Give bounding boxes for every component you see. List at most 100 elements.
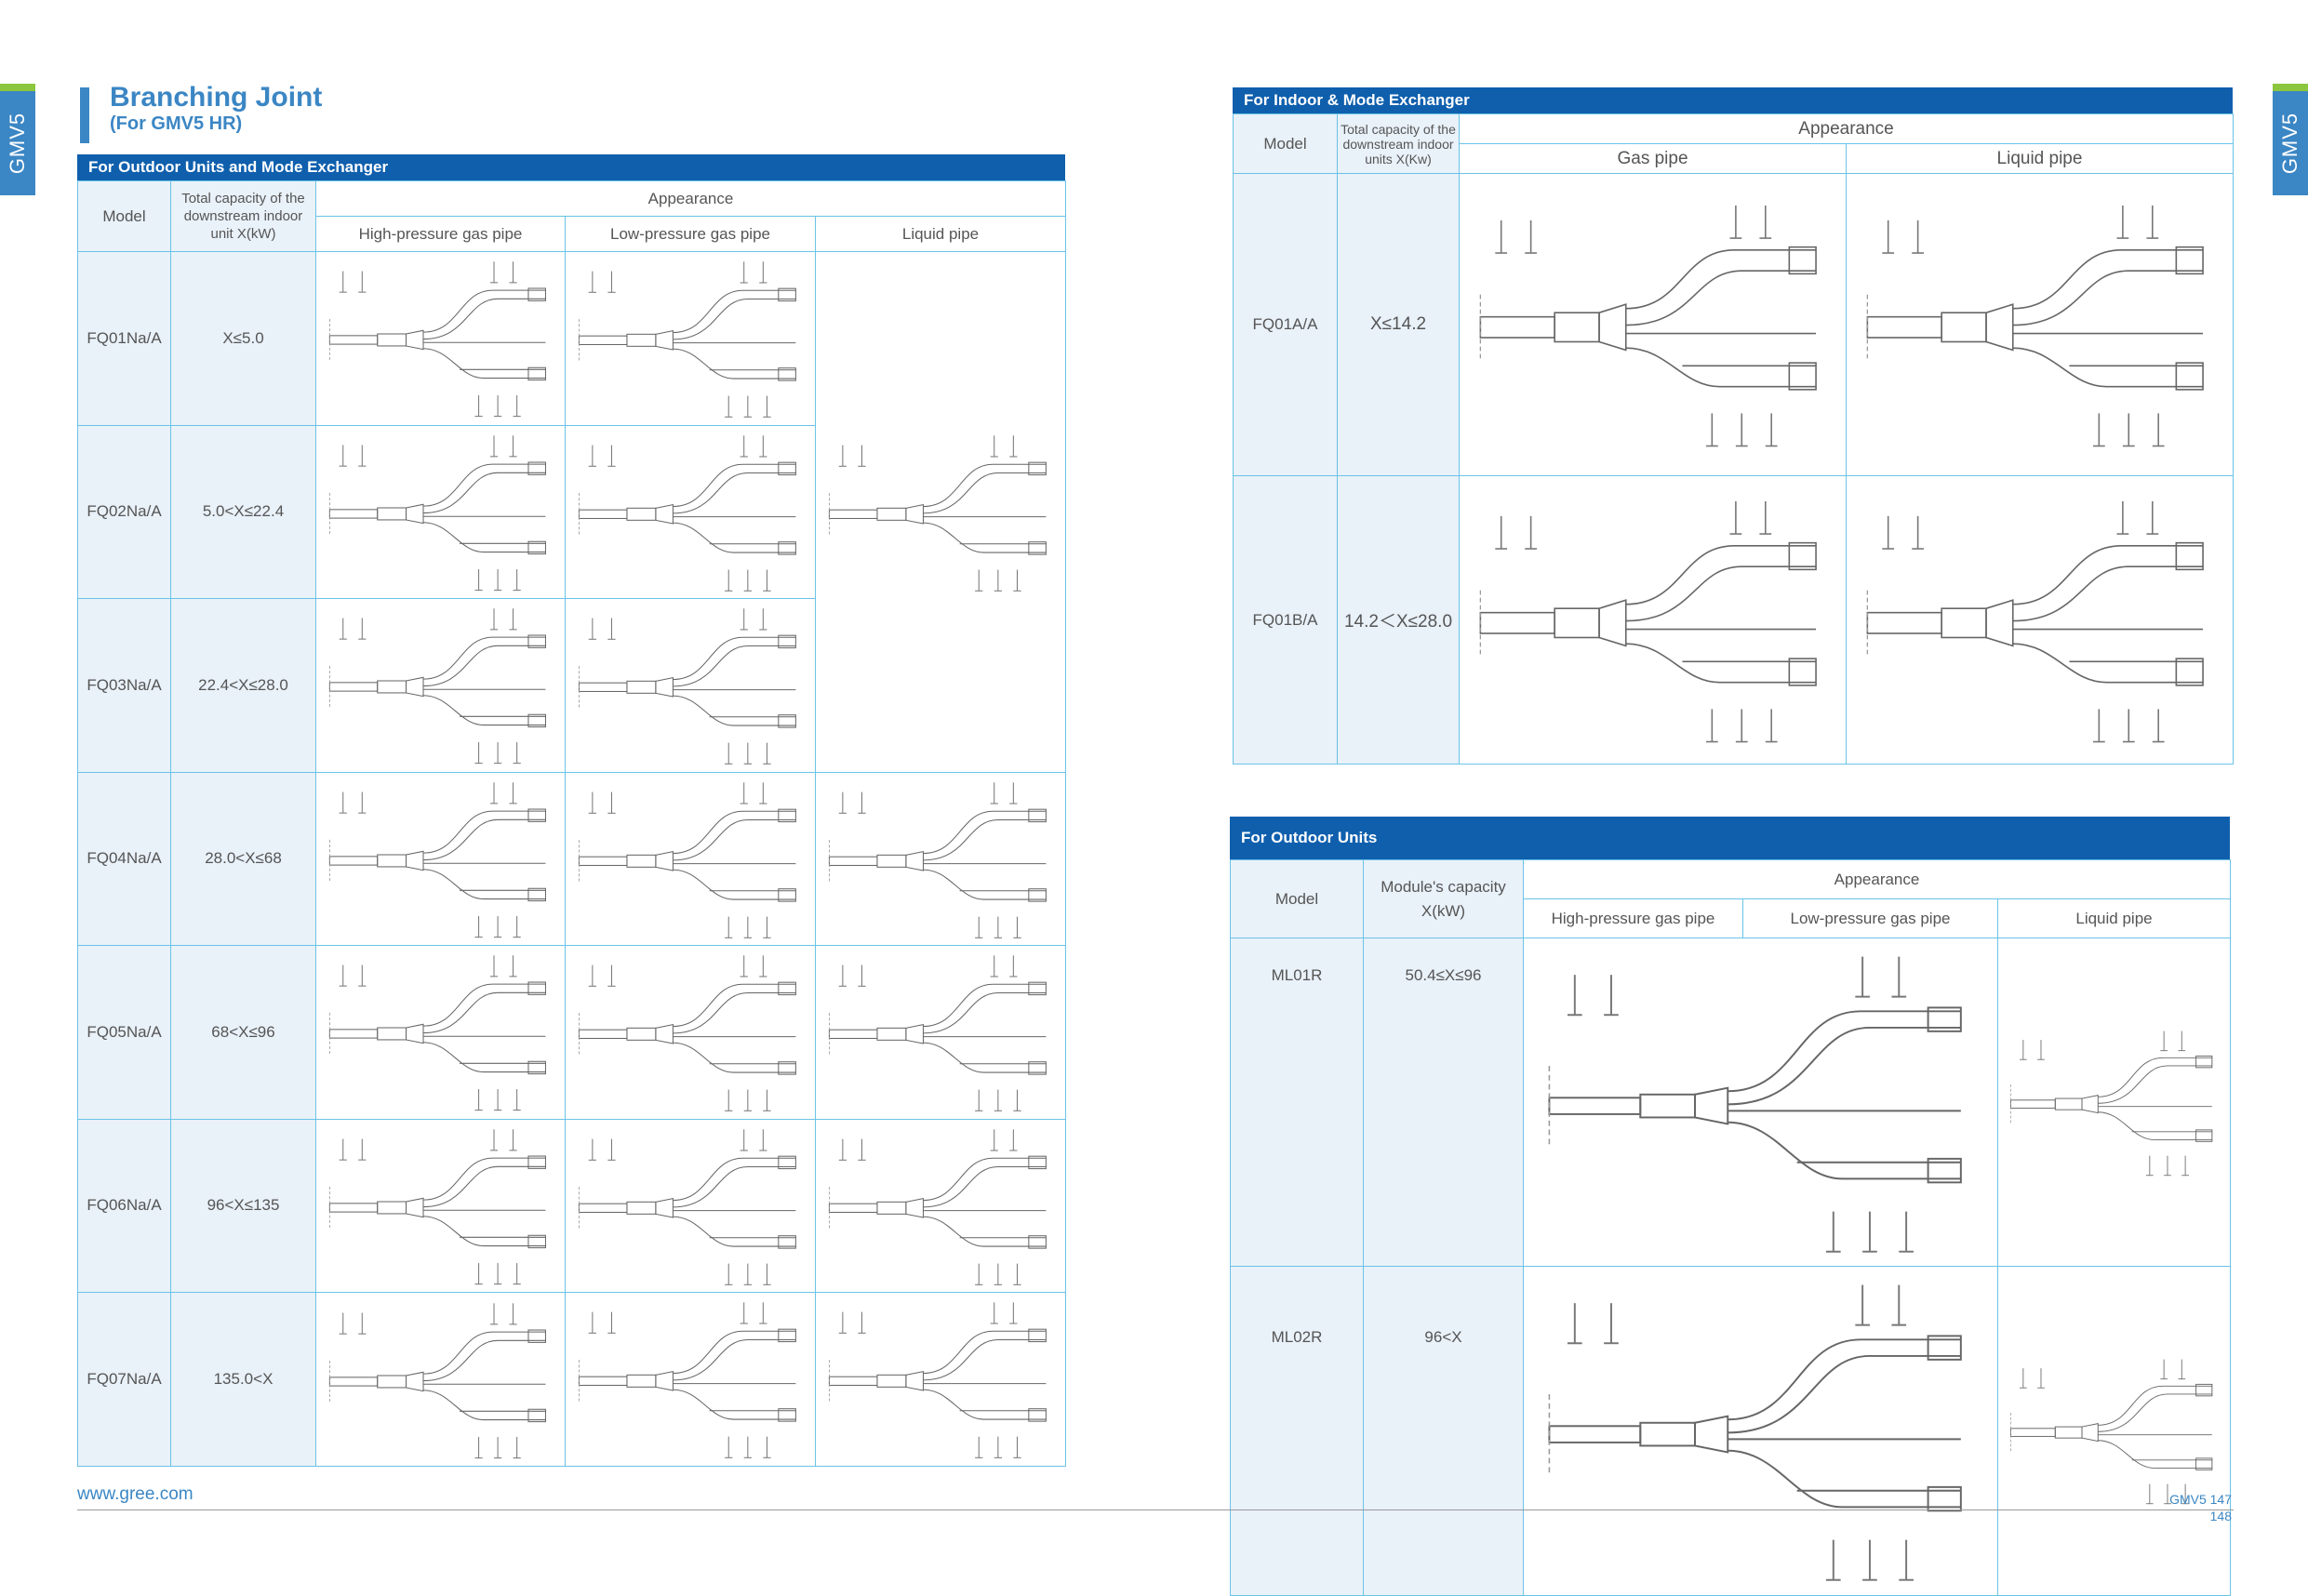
col-model: Model	[77, 180, 171, 252]
pipe-joint-drawing	[578, 781, 796, 938]
pipe-joint-drawing	[828, 1302, 1047, 1459]
joint-drawing	[1996, 937, 2232, 1268]
pipe-joint-drawing	[578, 1302, 796, 1459]
table-outdoor-units: Model Module's capacity X(kW) Appearance…	[1230, 859, 2232, 1596]
pipe-joint-drawing	[828, 434, 1047, 592]
pipe-joint-drawing	[1548, 956, 1962, 1253]
joint-drawing	[814, 945, 1067, 1120]
model-cell: ML01R	[1230, 937, 1364, 1268]
col-gas: Gas pipe	[1459, 143, 1847, 174]
table-row: ML02R 96<X	[1230, 1266, 2232, 1596]
joint-drawing	[565, 1292, 816, 1467]
joint-drawing	[814, 1292, 1067, 1467]
capacity-cell: 68<X≤96	[170, 945, 316, 1120]
joint-drawing	[814, 251, 1067, 773]
col-capacity: Total capacity of the downstream indoor …	[1337, 113, 1460, 174]
joint-drawing	[315, 1118, 566, 1294]
joint-drawing	[565, 251, 816, 426]
pipe-joint-drawing	[578, 955, 796, 1111]
col-liquid: Liquid pipe	[1996, 898, 2232, 938]
table-outdoor-mode: Model Total capacity of the downstream i…	[77, 180, 1067, 1467]
capacity-cell: 28.0<X≤68	[170, 771, 316, 947]
pipe-joint-drawing	[1479, 500, 1817, 743]
col-liquid: Liquid pipe	[1846, 143, 2234, 174]
joint-drawing	[565, 598, 816, 773]
pipe-joint-drawing	[328, 1302, 546, 1458]
model-cell: FQ01B/A	[1233, 475, 1338, 765]
table-row: FQ06Na/A 96<X≤135	[77, 1118, 1067, 1294]
col-appearance: Appearance	[1459, 113, 2234, 144]
table-row: FQ03Na/A 22.4<X≤28.0	[77, 598, 1066, 773]
table-row: FQ01A/A X≤14.2	[1233, 173, 2234, 476]
capacity-cell: 135.0<X	[170, 1292, 316, 1467]
col-high-pressure: High-pressure gas pipe	[315, 216, 566, 252]
joint-drawing	[315, 945, 566, 1120]
pipe-joint-drawing	[328, 435, 546, 592]
side-tab-left: GMV5	[0, 84, 35, 195]
table-row: FQ04Na/A 28.0<X≤68	[77, 771, 1067, 947]
section-heading-indoor-mode: For Indoor & Mode Exchanger	[1233, 87, 2233, 113]
pipe-joint-drawing	[2009, 1359, 2213, 1505]
col-liquid: Liquid pipe	[814, 216, 1067, 252]
page-number: 148	[2209, 1509, 2232, 1523]
joint-drawing	[315, 251, 566, 426]
section-heading-outdoor-units: For Outdoor Units	[1230, 817, 2230, 859]
model-cell: FQ03Na/A	[77, 598, 171, 773]
capacity-cell: 96<X≤135	[170, 1118, 316, 1294]
pipe-joint-drawing	[1866, 206, 2204, 447]
model-cell: ML02R	[1230, 1266, 1364, 1596]
model-cell: FQ07Na/A	[77, 1292, 171, 1467]
model-cell: FQ01Na/A	[77, 251, 171, 426]
joint-drawing	[1846, 173, 2234, 476]
pipe-joint-drawing	[578, 608, 796, 765]
joint-drawing	[565, 1118, 816, 1294]
table-row: FQ01Na/A X≤5.0	[77, 251, 1067, 773]
footer-url[interactable]: www.gree.com	[77, 1484, 193, 1504]
model-cell: FQ05Na/A	[77, 945, 171, 1120]
joint-drawing	[315, 424, 566, 600]
capacity-cell: 14.2＜X≤28.0	[1337, 475, 1460, 765]
table-row: ML01R 50.4≤X≤96	[1230, 937, 2232, 1268]
joint-drawing	[1523, 937, 1998, 1268]
model-cell: FQ01A/A	[1233, 173, 1338, 476]
pipe-joint-drawing	[2009, 1031, 2213, 1177]
pipe-joint-drawing	[328, 955, 546, 1111]
pipe-joint-drawing	[828, 781, 1047, 938]
table-row: FQ07Na/A 135.0<X	[77, 1292, 1067, 1467]
capacity-cell: 5.0<X≤22.4	[170, 424, 316, 600]
pipe-joint-drawing	[578, 1128, 796, 1285]
model-cell: FQ06Na/A	[77, 1118, 171, 1294]
joint-drawing	[1996, 1266, 2232, 1596]
table-row: FQ02Na/A 5.0<X≤22.4	[77, 424, 1066, 600]
side-tab-label: GMV5	[2278, 112, 2301, 175]
page-title: Branching Joint	[110, 82, 323, 113]
capacity-cell: 96<X	[1363, 1266, 1524, 1596]
pipe-joint-drawing	[828, 1128, 1047, 1285]
capacity-cell: 50.4≤X≤96	[1363, 937, 1524, 1268]
col-high-pressure: High-pressure gas pipe	[1523, 898, 1743, 938]
joint-drawing	[315, 771, 566, 947]
side-tab-right: GMV5	[2273, 84, 2308, 195]
capacity-cell: X≤14.2	[1337, 173, 1460, 476]
joint-drawing	[315, 1292, 566, 1467]
col-low-pressure: Low-pressure gas pipe	[565, 216, 816, 252]
side-tab-label: GMV5	[6, 112, 29, 175]
model-cell: FQ04Na/A	[77, 771, 171, 947]
pipe-joint-drawing	[1548, 1284, 1962, 1582]
pipe-joint-drawing	[328, 608, 546, 765]
joint-drawing	[565, 424, 816, 600]
col-capacity: Module's capacity X(kW)	[1363, 859, 1524, 938]
pipe-joint-drawing	[578, 434, 796, 592]
table-indoor-mode: Model Total capacity of the downstream i…	[1233, 113, 2234, 765]
pipe-joint-drawing	[1479, 206, 1817, 447]
joint-drawing	[565, 771, 816, 947]
pipe-joint-drawing	[328, 782, 546, 938]
page-number: GMV5 147	[2169, 1492, 2232, 1507]
table-row: FQ05Na/A 68<X≤96	[77, 945, 1067, 1120]
col-low-pressure: Low-pressure gas pipe	[1742, 898, 1998, 938]
joint-drawing	[814, 771, 1067, 947]
pipe-joint-drawing	[828, 955, 1047, 1111]
joint-drawing	[565, 945, 816, 1120]
col-model: Model	[1233, 113, 1338, 174]
section-heading-outdoor-mode: For Outdoor Units and Mode Exchanger	[77, 154, 1065, 180]
